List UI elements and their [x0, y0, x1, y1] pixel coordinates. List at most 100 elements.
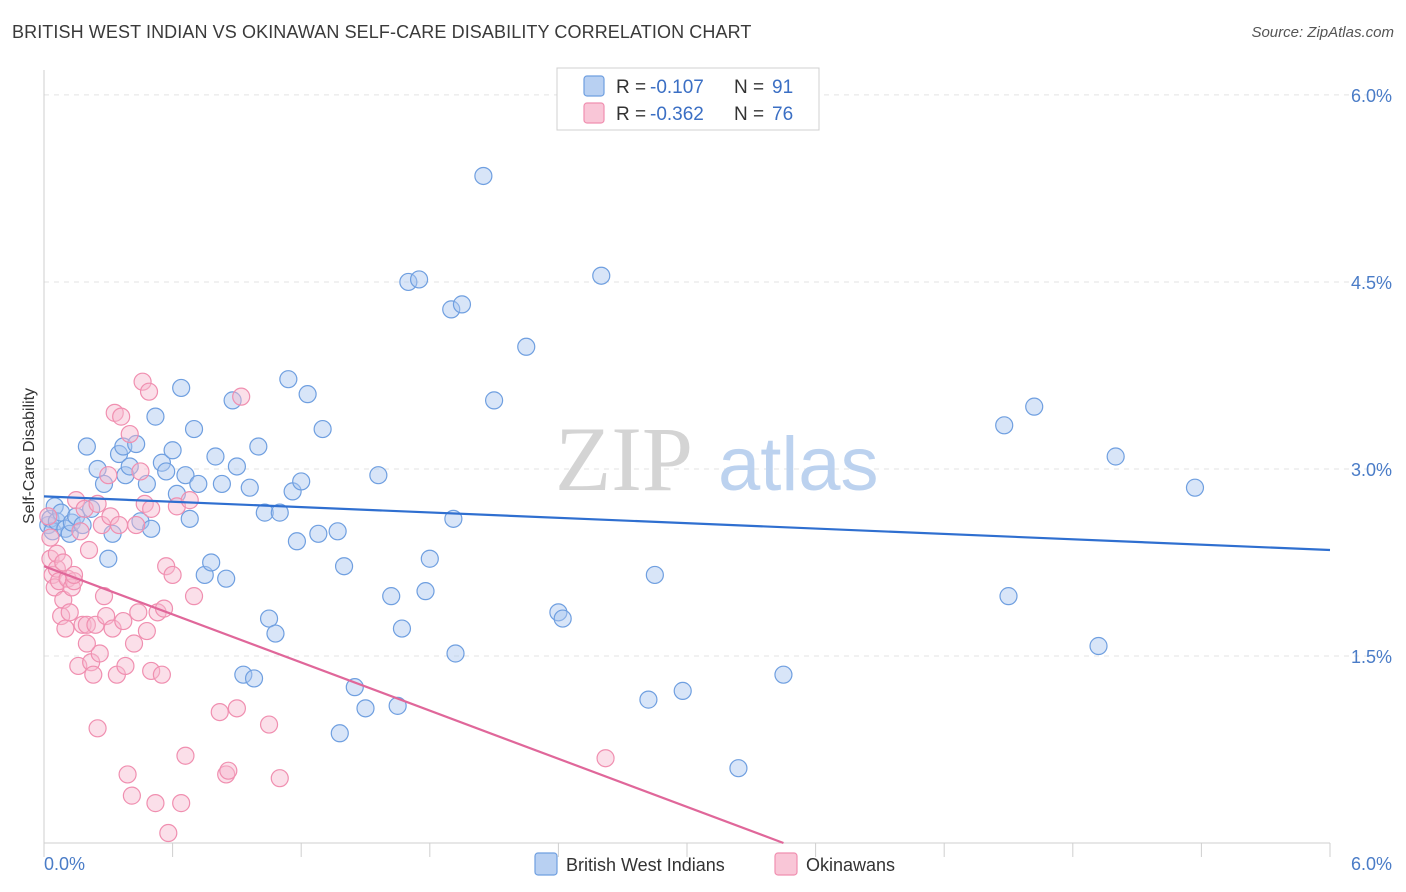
axes [43, 70, 1331, 857]
bwi-point-46 [255, 503, 274, 522]
bwi-point-58 [330, 724, 349, 743]
legend: R = -0.107 N = 91 R = -0.362 N = 76 [556, 67, 820, 131]
okinawan-point-16 [73, 615, 92, 634]
legend-swatch-blue [583, 75, 605, 97]
bwi-point-31 [176, 466, 195, 485]
bwi-point-64 [388, 696, 407, 715]
okinawan-trend-line [43, 565, 784, 845]
bwi-point-75 [485, 391, 504, 410]
bwi-point-59 [334, 557, 354, 576]
bwi-point-34 [189, 474, 208, 494]
y-tick-label-3: 6.0% [1351, 86, 1392, 106]
bwi-point-63 [382, 587, 401, 606]
okinawan-point-19 [79, 540, 99, 560]
watermark: ZIP atlas [555, 408, 879, 510]
okinawan-point-41 [127, 515, 146, 535]
bwi-point-69 [420, 549, 439, 568]
bwi-point-55 [309, 524, 328, 543]
bwi-point-78 [553, 609, 572, 628]
bwi-point-25 [146, 407, 165, 426]
bwi-point-70 [442, 300, 461, 319]
okinawan-point-74 [142, 499, 161, 518]
bwi-point-76 [517, 337, 536, 356]
bwi-point-74 [474, 166, 493, 186]
okinawan-point-50 [152, 665, 171, 684]
bwi-point-60 [345, 678, 364, 697]
bottom-legend-swatch-pink [774, 852, 798, 876]
okinawan-point-55 [172, 794, 191, 813]
bwi-point-32 [180, 509, 199, 528]
bwi-point-89 [1106, 447, 1125, 466]
okinawan-point-10 [60, 603, 79, 622]
bwi-point-52 [287, 532, 307, 551]
bwi-point-82 [673, 681, 692, 700]
bwi-point-13 [88, 459, 107, 479]
okinawan-point-0 [39, 507, 58, 526]
watermark-zip: ZIP [555, 408, 693, 510]
bwi-point-86 [999, 587, 1018, 606]
okinawan-point-62 [227, 699, 246, 718]
legend-n-value-1: 91 [772, 77, 793, 98]
okinawan-point-38 [120, 424, 139, 444]
bwi-point-41 [227, 457, 246, 476]
bwi-point-21 [127, 434, 146, 454]
okinawan-point-48 [146, 794, 165, 813]
bwi-point-79 [592, 266, 611, 285]
bwi-point-84 [774, 665, 793, 684]
bwi-point-50 [279, 370, 298, 389]
bwi-point-66 [399, 272, 418, 292]
okinawan-point-61 [219, 761, 238, 780]
okinawan-point-30 [103, 619, 122, 638]
source-label: Source: ZipAtlas.com [1251, 24, 1394, 41]
bwi-point-83 [729, 759, 748, 778]
okinawan-point-58 [184, 587, 204, 606]
bwi-point-87 [1025, 397, 1044, 416]
bottom-legend-swatch-blue [534, 852, 558, 876]
okinawan-point-24 [90, 644, 109, 663]
okinawan-point-15 [71, 522, 90, 541]
bottom-legend-label-pink: Okinawans [806, 855, 895, 875]
bwi-point-90 [1185, 478, 1205, 497]
okinawan-point-46 [139, 382, 159, 401]
bwi-point-65 [392, 619, 412, 638]
bwi-point-48 [266, 624, 285, 643]
bwi-point-67 [409, 270, 429, 289]
bwi-point-88 [1089, 636, 1108, 656]
okinawan-point-65 [270, 769, 289, 788]
y-axis-label: Self-Care Disability [21, 388, 38, 524]
okinawan-point-28 [99, 466, 118, 485]
bwi-point-37 [206, 447, 225, 466]
bwi-point-61 [356, 699, 375, 718]
okinawan-point-43 [133, 372, 152, 391]
okinawan-point-45 [137, 621, 156, 641]
bwi-point-53 [292, 472, 311, 491]
okinawan-point-40 [124, 634, 144, 653]
legend-r-value-1: -0.107 [650, 77, 704, 98]
bwi-trend-line [43, 495, 1331, 552]
data-points [39, 166, 1205, 843]
okinawan-point-52 [159, 823, 178, 843]
bwi-point-15 [99, 549, 118, 568]
trend-lines [43, 495, 1331, 845]
okinawan-point-42 [131, 462, 150, 481]
bwi-point-45 [249, 437, 268, 456]
legend-n-label-1: N = [734, 77, 764, 98]
bwi-point-68 [416, 582, 435, 601]
okinawan-point-59 [210, 702, 229, 722]
bwi-point-47 [259, 609, 279, 628]
bwi-point-30 [172, 378, 191, 398]
okinawan-point-64 [259, 715, 279, 734]
y-tick-label-1: 3.0% [1351, 460, 1392, 480]
okinawan-point-63 [232, 387, 251, 406]
okinawan-point-47 [142, 661, 161, 681]
y-tick-label-0: 1.5% [1351, 647, 1392, 667]
legend-r-value-2: -0.362 [650, 104, 704, 125]
watermark-atlas: atlas [718, 422, 879, 507]
okinawan-point-66 [596, 749, 615, 768]
bottom-legend: British West Indians Okinawans [534, 852, 895, 876]
okinawan-point-71 [77, 634, 96, 653]
bwi-point-81 [645, 565, 664, 585]
tick-labels: 1.5% 3.0% 4.5% 6.0% 0.0% 6.0% [44, 86, 1392, 874]
legend-r-label-1: R = [616, 77, 646, 98]
